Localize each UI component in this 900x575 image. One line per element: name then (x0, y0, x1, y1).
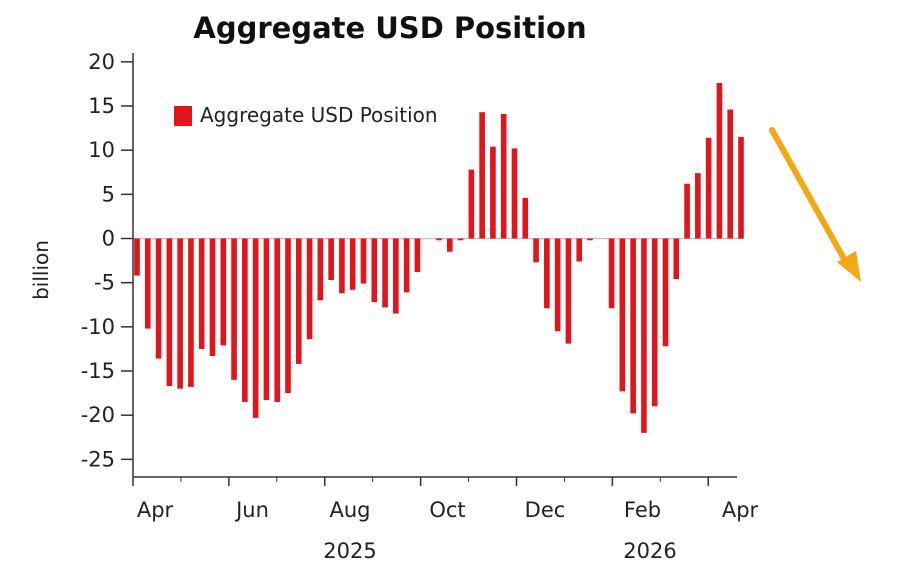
y-tick-label: -20 (81, 403, 115, 427)
bar (371, 238, 378, 303)
x-axis: Apr Jun Aug Oct Dec Feb Apr 2025 2026 (132, 476, 759, 563)
bar (716, 83, 723, 239)
bar (198, 238, 205, 349)
bar (544, 238, 550, 309)
down-right-arrow-icon (769, 127, 861, 282)
bar (705, 137, 712, 239)
bar (155, 238, 162, 359)
x-tick-label: Apr (722, 498, 759, 522)
bar (382, 238, 388, 308)
bar (554, 238, 561, 332)
bar (220, 238, 227, 346)
y-tick-label: -15 (81, 359, 115, 383)
bar (177, 238, 183, 389)
legend-swatch (174, 106, 192, 126)
bar (695, 173, 701, 239)
bar (457, 238, 464, 241)
legend-label: Aggregate USD Position (200, 103, 438, 127)
bar (134, 238, 140, 276)
bar (641, 238, 647, 433)
bar (263, 238, 270, 401)
bar (565, 238, 572, 344)
bar (188, 238, 194, 387)
y-tick-label: 15 (88, 94, 115, 118)
y-axis-label: billion (29, 240, 53, 300)
y-tick-label: -10 (81, 315, 115, 339)
bar (414, 238, 421, 273)
bar (403, 238, 410, 293)
bar (436, 238, 442, 241)
bar (673, 238, 680, 280)
y-tick-label: -5 (94, 271, 115, 295)
bar (608, 238, 615, 309)
x-tick-label: Oct (429, 498, 465, 522)
bar (630, 238, 636, 414)
x-tick-label: Feb (624, 498, 661, 522)
bar (328, 238, 334, 281)
y-tick-label: 5 (102, 182, 115, 206)
bar (285, 238, 291, 394)
bar (500, 113, 507, 239)
x-tick-label: Jun (234, 498, 269, 522)
bar (619, 238, 626, 392)
bar (144, 238, 151, 329)
bar (349, 238, 356, 290)
bar (274, 238, 281, 402)
bar (533, 238, 539, 263)
bar (587, 238, 593, 241)
y-tick-label: 0 (102, 227, 115, 251)
bar (662, 238, 669, 347)
legend: Aggregate USD Position (174, 103, 438, 127)
y-tick-label: -25 (81, 447, 115, 471)
y-tick-label: 20 (88, 50, 115, 74)
bar (651, 238, 658, 407)
x-tick-label: Dec (525, 498, 566, 522)
bar (166, 238, 173, 387)
bars-group (133, 83, 744, 433)
bar (306, 238, 313, 340)
bar (479, 112, 485, 239)
bar (522, 197, 529, 239)
bar (242, 238, 248, 402)
bar (511, 148, 518, 239)
chart-title: Aggregate USD Position (193, 11, 586, 45)
bar (209, 238, 216, 356)
bar (727, 109, 734, 239)
bar (684, 183, 690, 239)
x-tick-label: Apr (137, 498, 174, 522)
bar (231, 238, 237, 380)
bar (339, 238, 345, 294)
bar (738, 136, 744, 239)
bar (295, 238, 302, 364)
bar (490, 146, 496, 239)
x-tick-label: Aug (329, 498, 370, 522)
year-label: 2025 (323, 539, 376, 563)
bar (360, 238, 367, 284)
bar (446, 238, 453, 252)
bar (576, 238, 583, 262)
year-label: 2026 (623, 539, 676, 563)
bar (252, 238, 259, 418)
bar (468, 169, 475, 239)
bar (317, 238, 324, 301)
bar (393, 238, 399, 314)
y-tick-label: 10 (88, 138, 115, 162)
y-axis: 20 15 10 5 0 -5 -10 -15 -20 -25 (81, 50, 134, 477)
